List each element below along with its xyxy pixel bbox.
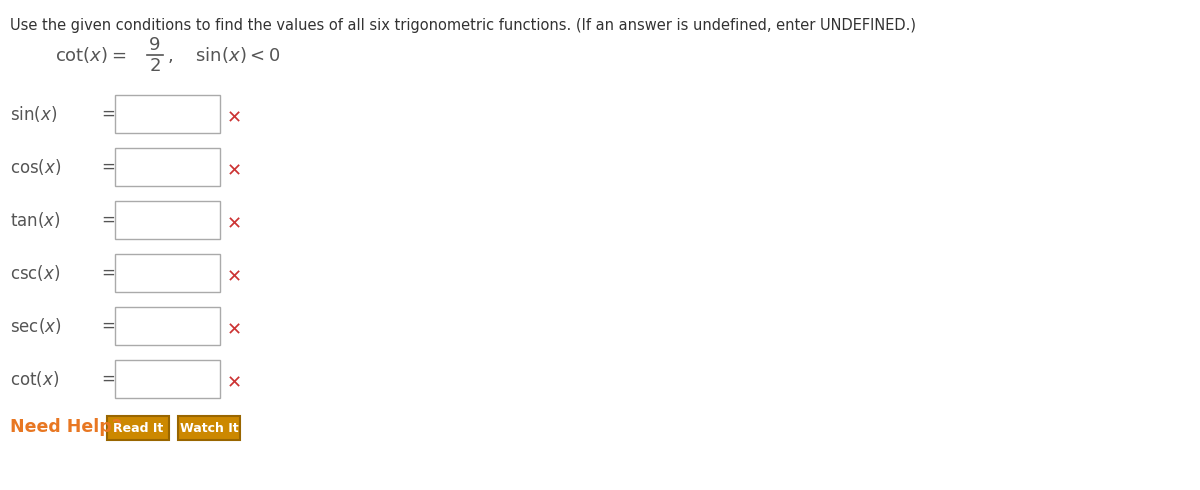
Bar [178, 416, 240, 440]
Text: ✕: ✕ [227, 268, 242, 286]
Bar [115, 360, 220, 398]
Text: =: = [101, 211, 115, 229]
Text: =: = [101, 158, 115, 176]
Text: $\mathrm{csc}(x)$: $\mathrm{csc}(x)$ [10, 263, 60, 283]
Text: Use the given conditions to find the values of all six trigonometric functions. : Use the given conditions to find the val… [10, 18, 916, 33]
Text: $\mathrm{sec}(x)$: $\mathrm{sec}(x)$ [10, 316, 61, 336]
Text: ✕: ✕ [227, 374, 242, 392]
Text: ✕: ✕ [227, 321, 242, 339]
Text: 9: 9 [149, 36, 161, 54]
Text: $\mathrm{tan}(x)$: $\mathrm{tan}(x)$ [10, 210, 61, 230]
Text: =: = [101, 370, 115, 388]
Text: 2: 2 [149, 57, 161, 75]
Text: $\mathrm{sin}(x)$: $\mathrm{sin}(x)$ [10, 104, 58, 124]
Text: $\mathrm{cot}(x)$: $\mathrm{cot}(x)$ [10, 369, 59, 389]
Text: Need Help?: Need Help? [10, 418, 122, 436]
Text: $\mathrm{cos}(x)$: $\mathrm{cos}(x)$ [10, 157, 61, 177]
Text: Watch It: Watch It [180, 421, 239, 435]
Text: Read It: Read It [113, 421, 163, 435]
Text: ✕: ✕ [227, 215, 242, 233]
Bar [115, 148, 220, 186]
Text: =: = [101, 264, 115, 282]
Text: ✕: ✕ [227, 109, 242, 127]
Text: $\mathrm{cot}(x)=$: $\mathrm{cot}(x)=$ [55, 45, 126, 65]
Bar [115, 307, 220, 345]
Bar [115, 254, 220, 292]
Bar [115, 95, 220, 133]
Bar [107, 416, 169, 440]
Bar [115, 201, 220, 239]
Text: ✕: ✕ [227, 162, 242, 180]
Text: =: = [101, 317, 115, 335]
Text: ,    $\mathrm{sin}(x)<0$: , $\mathrm{sin}(x)<0$ [167, 45, 281, 65]
Text: =: = [101, 105, 115, 123]
